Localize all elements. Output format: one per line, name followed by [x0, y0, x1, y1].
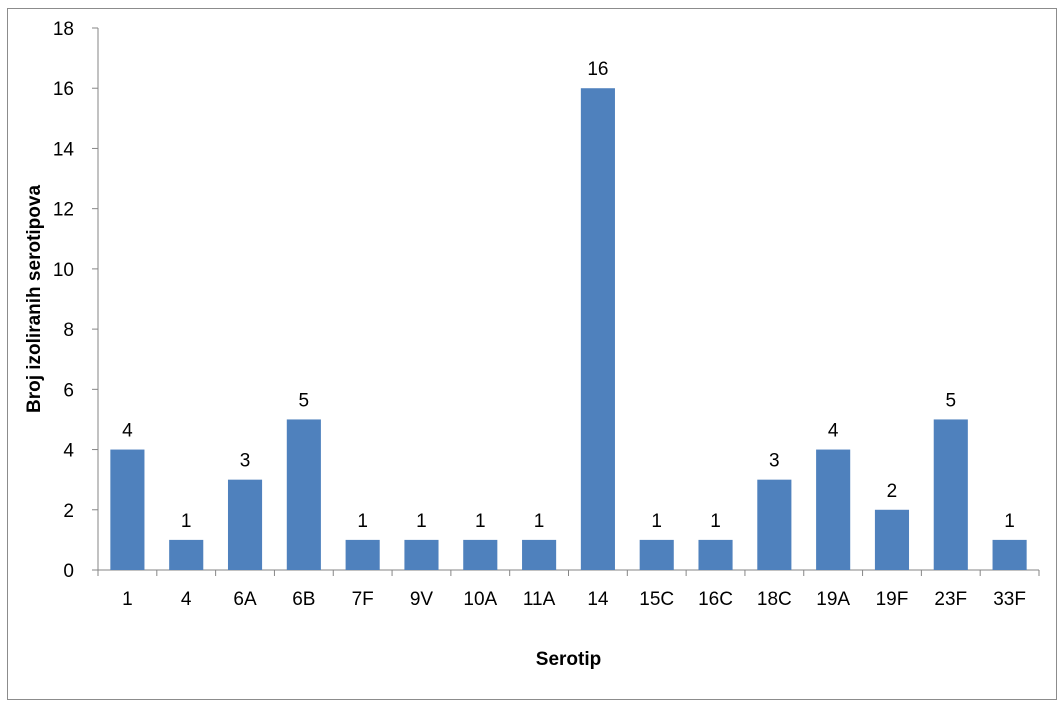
x-tick-label: 19A	[816, 589, 850, 610]
x-axis-title: Serotip	[536, 649, 601, 670]
x-tick-label: 33F	[993, 589, 1026, 610]
x-tick-label: 14	[587, 589, 609, 610]
x-tick-label: 19F	[876, 589, 909, 610]
data-label: 1	[416, 511, 427, 532]
data-label: 1	[357, 511, 368, 532]
x-tick-label: 6B	[292, 589, 315, 610]
data-label: 2	[887, 481, 898, 502]
y-tick-label: 8	[63, 320, 74, 341]
chart-frame	[7, 8, 1057, 700]
bar-6B	[286, 419, 321, 570]
bar-7F	[345, 539, 380, 570]
data-labels: 4 1 3 5 1 1 1 1 16 1 1 3 4 2 5 1	[122, 59, 1015, 532]
x-tick-label: 9V	[410, 589, 434, 610]
y-tick-label: 6	[63, 380, 74, 401]
y-tick-label: 18	[53, 19, 74, 40]
bar-18C	[757, 479, 792, 570]
bar-33F	[992, 539, 1027, 570]
bar-10A	[463, 539, 498, 570]
y-axis: 0 2 4 6 8 10 12 14 16 18	[53, 19, 99, 582]
y-tick-label: 14	[53, 139, 75, 160]
y-tick-label: 16	[53, 79, 74, 100]
data-label: 1	[181, 511, 192, 532]
data-label: 5	[299, 390, 310, 411]
bar-1	[110, 449, 145, 570]
data-label: 1	[534, 511, 545, 532]
bar-14	[580, 88, 615, 570]
data-label: 1	[710, 511, 721, 532]
bar-4	[169, 539, 204, 570]
y-tick-label: 4	[63, 441, 74, 462]
bar-11A	[522, 539, 557, 570]
x-tick-label: 16C	[698, 589, 733, 610]
bar-series	[110, 88, 1027, 570]
bar-19F	[874, 509, 910, 570]
y-tick-label: 0	[63, 561, 74, 582]
x-tick-label: 23F	[934, 589, 967, 610]
bar-19A	[816, 449, 851, 570]
y-axis-title: Broj izoliranih serotipova	[24, 185, 45, 413]
data-label: 3	[240, 451, 251, 472]
x-tick-label: 1	[122, 589, 133, 610]
data-label: 4	[122, 421, 133, 442]
bar-23F	[933, 419, 968, 570]
data-label: 16	[587, 59, 608, 80]
bar-15C	[639, 539, 674, 570]
x-tick-label: 15C	[639, 589, 674, 610]
bar-6A	[227, 479, 263, 570]
x-tick-label: 11A	[523, 589, 556, 610]
x-tick-label: 6A	[233, 589, 257, 610]
data-label: 1	[475, 511, 486, 532]
x-axis: 1 4 6A 6B 7F 9V 10A 11A 14 15C 16C 18C 19A 19F 23F 33F	[97, 569, 1040, 610]
bar-9V	[404, 539, 439, 570]
data-label: 1	[1004, 511, 1015, 532]
y-tick-label: 2	[63, 501, 74, 522]
x-tick-label: 18C	[757, 589, 792, 610]
bar-16C	[698, 539, 733, 570]
x-tick-label: 4	[181, 589, 192, 610]
data-label: 1	[651, 511, 662, 532]
x-tick-label: 7F	[352, 589, 374, 610]
y-tick-label: 10	[53, 260, 74, 281]
data-label: 4	[828, 421, 839, 442]
data-label: 3	[769, 451, 780, 472]
x-tick-label: 10A	[463, 589, 497, 610]
data-label: 5	[945, 390, 956, 411]
y-tick-label: 12	[53, 200, 74, 221]
